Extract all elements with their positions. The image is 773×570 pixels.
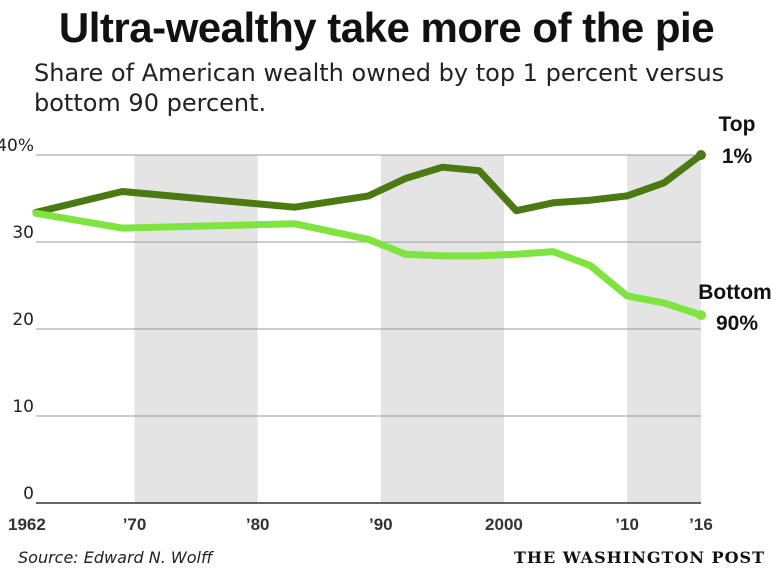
series-label-0-line-0: Top xyxy=(719,113,756,136)
y-tick-label-0: 0 xyxy=(23,484,34,504)
series-labels: Top 1% Bottom 90% xyxy=(698,113,771,335)
series-line-1 xyxy=(32,209,705,319)
chart-subtitle: Share of American wealth owned by top 1 … xyxy=(34,59,725,117)
series-end-point-1 xyxy=(696,310,706,321)
x-axis-labels: 1962 ’70 ’80 ’90 2000 ’10 ’16 xyxy=(8,515,713,534)
series-lines xyxy=(32,150,706,321)
series-label-1-line-0: Bottom xyxy=(698,281,771,304)
y-tick-label-40: 40% xyxy=(0,136,34,156)
y-tick-label-30: 30 xyxy=(12,223,34,243)
x-tick-label-2010: ’10 xyxy=(615,515,639,534)
y-tick-label-10: 10 xyxy=(12,397,34,417)
y-tick-label-20: 20 xyxy=(12,310,34,330)
x-tick-label-1990: ’90 xyxy=(369,515,393,534)
y-axis-labels: 0 10 20 30 40% xyxy=(0,136,34,504)
series-line-0 xyxy=(32,151,705,216)
x-tick-label-2016: ’16 xyxy=(689,515,713,534)
x-tick-label-1980: ’80 xyxy=(246,515,270,534)
series-label-0-line-1: 1% xyxy=(722,145,753,168)
source-note: Source: Edward N. Wolff xyxy=(18,548,213,567)
x-tick-label-2000: 2000 xyxy=(485,515,523,534)
series-label-1-line-1: 90% xyxy=(716,312,758,335)
publisher-credit: THE WASHINGTON POST xyxy=(513,548,765,567)
chart-title: Ultra-wealthy take more of the pie xyxy=(58,4,715,51)
x-tick-label-1970: ’70 xyxy=(123,515,147,534)
series-end-point-0 xyxy=(696,150,706,160)
x-tick-label-1962: 1962 xyxy=(8,515,46,534)
